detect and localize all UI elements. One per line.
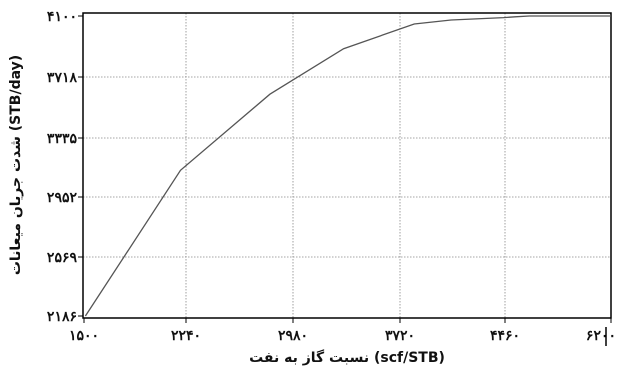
grid-lines <box>83 13 611 318</box>
y-tick-label: ۲۹۵۲ <box>47 190 78 206</box>
plot-frame <box>82 12 612 319</box>
x-tick-label: ۶۲۰۰ <box>586 328 616 344</box>
x-axis-title: نسبت گاز به نفت (scf/STB) <box>249 349 445 366</box>
x-tick-label: ۲۲۴۰ <box>171 328 201 344</box>
x-tick-label: ۲۹۸۰ <box>278 328 308 344</box>
y-tick-label: ۳۳۳۵ <box>47 131 78 147</box>
series-line <box>84 15 611 317</box>
y-tick-label: ۳۷۱۸ <box>47 70 78 86</box>
y-tick-label: ۲۵۶۹ <box>47 250 78 266</box>
y-axis-title: شدت جریان میعانات (STB/day) <box>8 55 24 275</box>
y-tick-label: ۴۱۰۰ <box>47 9 77 25</box>
x-tick-label: ۱۵۰۰ <box>69 328 99 344</box>
x-tick-labels: ۱۵۰۰ ۲۲۴۰ ۲۹۸۰ ۳۷۲۰ ۴۴۶۰ ۶۲۰۰ <box>69 318 616 344</box>
y-tick-labels: ۲۱۸۶ ۲۵۶۹ ۲۹۵۲ ۳۳۳۵ ۳۷۱۸ ۴۱۰۰ <box>47 9 83 325</box>
y-tick-label: ۲۱۸۶ <box>47 309 77 325</box>
x-tick-label: ۴۴۶۰ <box>490 328 520 344</box>
series-layer <box>84 15 611 317</box>
x-tick-label: ۳۷۲۰ <box>385 328 415 344</box>
